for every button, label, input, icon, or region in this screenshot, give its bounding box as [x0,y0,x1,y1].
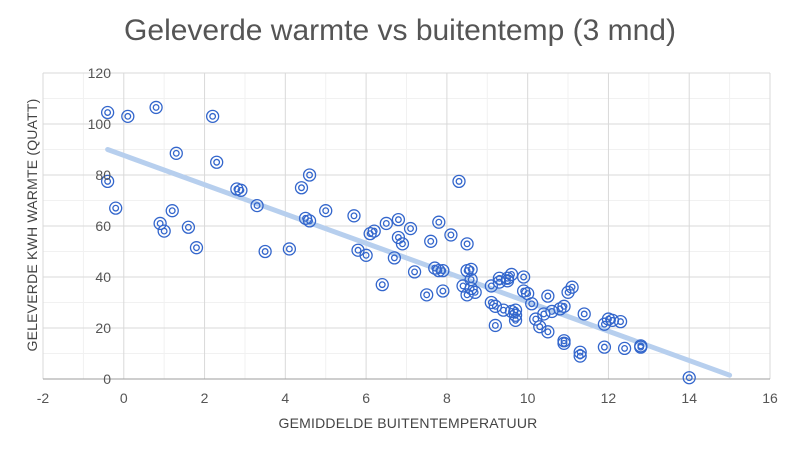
y-tick-label: 80 [95,167,111,183]
data-point [613,314,628,329]
data-point [169,146,183,160]
data-point [557,299,571,313]
data-point [541,289,555,303]
data-point [391,212,406,227]
y-tick-label: 20 [95,320,111,336]
y-tick-label: 120 [88,65,112,81]
data-point [234,183,248,197]
data-point [157,224,171,238]
data-point [205,109,220,123]
data-point [525,297,539,311]
data-point [165,204,179,218]
data-point [387,251,402,265]
data-point [420,288,434,302]
data-point [444,228,458,242]
data-point [484,295,498,310]
data-point [573,349,587,363]
data-point [682,371,696,385]
y-tick-label: 40 [95,269,111,285]
data-point [541,325,555,339]
y-tick-label: 100 [88,116,112,132]
tick-labels: -2 0 2 4 6 8 10 12 14 16 0 20 40 60 80 100 120 [37,65,778,406]
data-point [282,242,297,256]
data-point [557,336,571,350]
data-point [577,307,591,321]
data-point [359,248,373,262]
data-point [508,303,523,317]
chart-title: Geleverde warmte vs buitentemp (3 mnd) [124,14,676,47]
data-point [395,237,410,251]
data-point [347,209,361,223]
data-point [250,198,264,213]
data-point [452,174,466,189]
x-tick-label: 0 [120,390,128,406]
data-point [121,109,135,123]
data-point [109,201,123,215]
data-point [516,270,531,284]
y-tick-label: 0 [103,371,111,387]
x-tick-label: 6 [362,390,370,406]
y-axis-title: GELEVERDE KWH WARMTE (QUATT) [24,99,40,352]
data-point [294,181,309,195]
data-point [181,220,196,234]
data-point [436,284,450,298]
x-tick-label: 10 [520,390,536,406]
data-point [565,280,579,294]
data-point [432,215,446,229]
data-point [367,224,381,238]
data-point [460,237,474,251]
data-point [407,265,422,279]
data-point [100,174,115,189]
data-point [597,340,612,354]
x-tick-label: 4 [281,390,289,406]
data-point [508,313,523,328]
x-tick-label: -2 [37,390,50,406]
trendline [105,147,733,378]
data-point [100,105,115,120]
data-point [403,221,418,236]
data-point [464,262,478,277]
data-point [468,285,482,299]
data-point [488,318,503,333]
data-point [464,281,478,296]
data-point [424,234,438,248]
data-point [149,100,163,115]
data-point [258,244,272,259]
data-point [436,263,450,278]
x-tick-label: 8 [443,390,451,406]
data-point [210,155,224,169]
points-layer [100,100,696,385]
data-point [432,263,446,278]
x-axis-title: GEMIDDELDE BUITENTEMPERATUUR [279,415,538,431]
x-tick-label: 16 [762,390,778,406]
data-point [319,204,333,218]
x-tick-label: 2 [201,390,209,406]
data-point [634,340,648,354]
data-point [375,277,389,292]
data-point [379,216,393,231]
x-tick-label: 12 [601,390,617,406]
x-tick-label: 14 [681,390,697,406]
data-point [617,341,632,356]
data-point [302,168,317,182]
data-point [189,241,204,255]
data-point [302,214,317,228]
grid-layer [42,72,771,380]
y-tick-label: 60 [95,218,111,234]
